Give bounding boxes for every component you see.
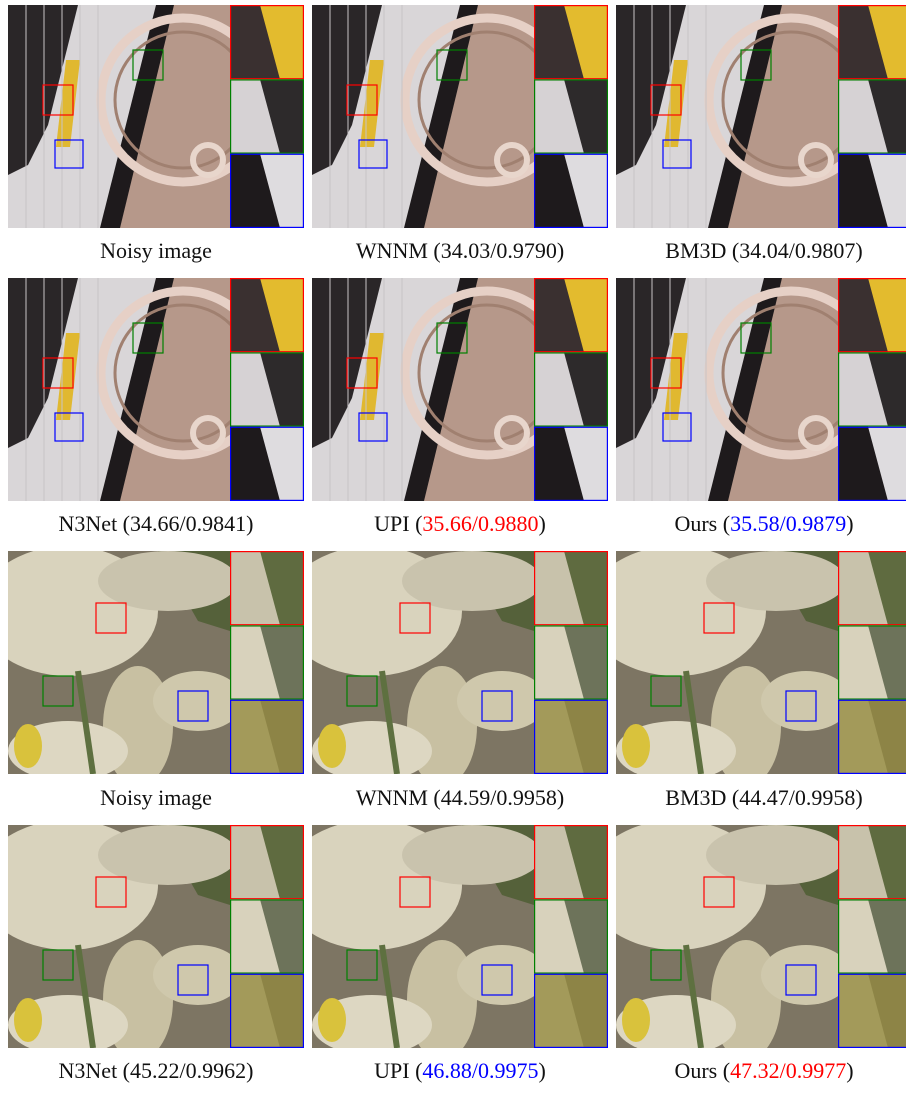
- image-panel: [312, 5, 608, 228]
- caption-part: 35.66/0.9880: [422, 511, 538, 536]
- caption: Noisy image: [100, 785, 212, 810]
- caption-part: WNNM (34.03/0.9790): [356, 238, 564, 263]
- main-image: [586, 820, 851, 1060]
- caption-part: ): [539, 1058, 546, 1083]
- caption-part: ): [539, 511, 546, 536]
- petal: [457, 945, 547, 1005]
- bud: [318, 998, 346, 1042]
- petal: [761, 671, 851, 731]
- petal: [98, 551, 238, 611]
- image-panel: [586, 546, 906, 786]
- image-panel: [282, 820, 608, 1060]
- caption-part: Ours (: [674, 511, 730, 536]
- caption: Ours (47.32/0.9977): [674, 1058, 853, 1083]
- caption: WNNM (34.03/0.9790): [356, 238, 564, 263]
- caption: Ours (35.58/0.9879): [674, 511, 853, 536]
- caption: UPI (35.66/0.9880): [374, 511, 546, 536]
- petal: [402, 825, 542, 885]
- caption: UPI (46.88/0.9975): [374, 1058, 546, 1083]
- caption: N3Net (45.22/0.9962): [59, 1058, 254, 1083]
- caption: BM3D (34.04/0.9807): [665, 238, 862, 263]
- petal: [153, 945, 243, 1005]
- petal: [706, 825, 846, 885]
- caption-part: UPI (: [374, 511, 422, 536]
- petal: [457, 671, 547, 731]
- petal: [98, 825, 238, 885]
- main-image: [312, 278, 569, 501]
- caption-part: Noisy image: [100, 238, 212, 263]
- main-image: [0, 820, 243, 1060]
- caption-part: 46.88/0.9975: [422, 1058, 538, 1083]
- image-panel: [616, 278, 906, 501]
- main-image: [282, 820, 547, 1060]
- caption-part: WNNM (44.59/0.9958): [356, 785, 564, 810]
- main-image: [8, 5, 265, 228]
- caption-part: BM3D (44.47/0.9958): [665, 785, 862, 810]
- bud: [14, 724, 42, 768]
- image-panel: [8, 278, 304, 501]
- caption-part: Ours (: [674, 1058, 730, 1083]
- petal: [706, 551, 846, 611]
- caption: WNNM (44.59/0.9958): [356, 785, 564, 810]
- petal: [402, 551, 542, 611]
- caption-part: N3Net (45.22/0.9962): [59, 1058, 254, 1083]
- main-image: [586, 546, 851, 786]
- bud: [622, 724, 650, 768]
- page: Noisy image WNNM (34.03/0.9790) BM3D (34.0…: [0, 0, 906, 1097]
- bud: [622, 998, 650, 1042]
- image-panel: [0, 546, 304, 786]
- caption-part: Noisy image: [100, 785, 212, 810]
- caption: BM3D (44.47/0.9958): [665, 785, 862, 810]
- main-image: [616, 278, 873, 501]
- caption-part: UPI (: [374, 1058, 422, 1083]
- caption-part: 35.58/0.9879: [730, 511, 846, 536]
- caption-part: ): [846, 511, 853, 536]
- main-image: [312, 5, 569, 228]
- main-image: [616, 5, 873, 228]
- image-panel: [616, 5, 906, 228]
- image-panel: [0, 820, 304, 1060]
- caption: N3Net (34.66/0.9841): [59, 511, 254, 536]
- caption-part: BM3D (34.04/0.9807): [665, 238, 862, 263]
- figure: Noisy image WNNM (34.03/0.9790) BM3D (34.0…: [0, 0, 906, 1097]
- main-image: [0, 546, 243, 786]
- bud: [14, 998, 42, 1042]
- caption-part: N3Net (34.66/0.9841): [59, 511, 254, 536]
- image-panel: [586, 820, 906, 1060]
- caption: Noisy image: [100, 238, 212, 263]
- image-panel: [8, 5, 304, 228]
- main-image: [8, 278, 265, 501]
- petal: [153, 671, 243, 731]
- bud: [318, 724, 346, 768]
- image-panel: [282, 546, 608, 786]
- petal: [761, 945, 851, 1005]
- main-image: [282, 546, 547, 786]
- caption-part: 47.32/0.9977: [730, 1058, 846, 1083]
- caption-part: ): [846, 1058, 853, 1083]
- image-panel: [312, 278, 608, 501]
